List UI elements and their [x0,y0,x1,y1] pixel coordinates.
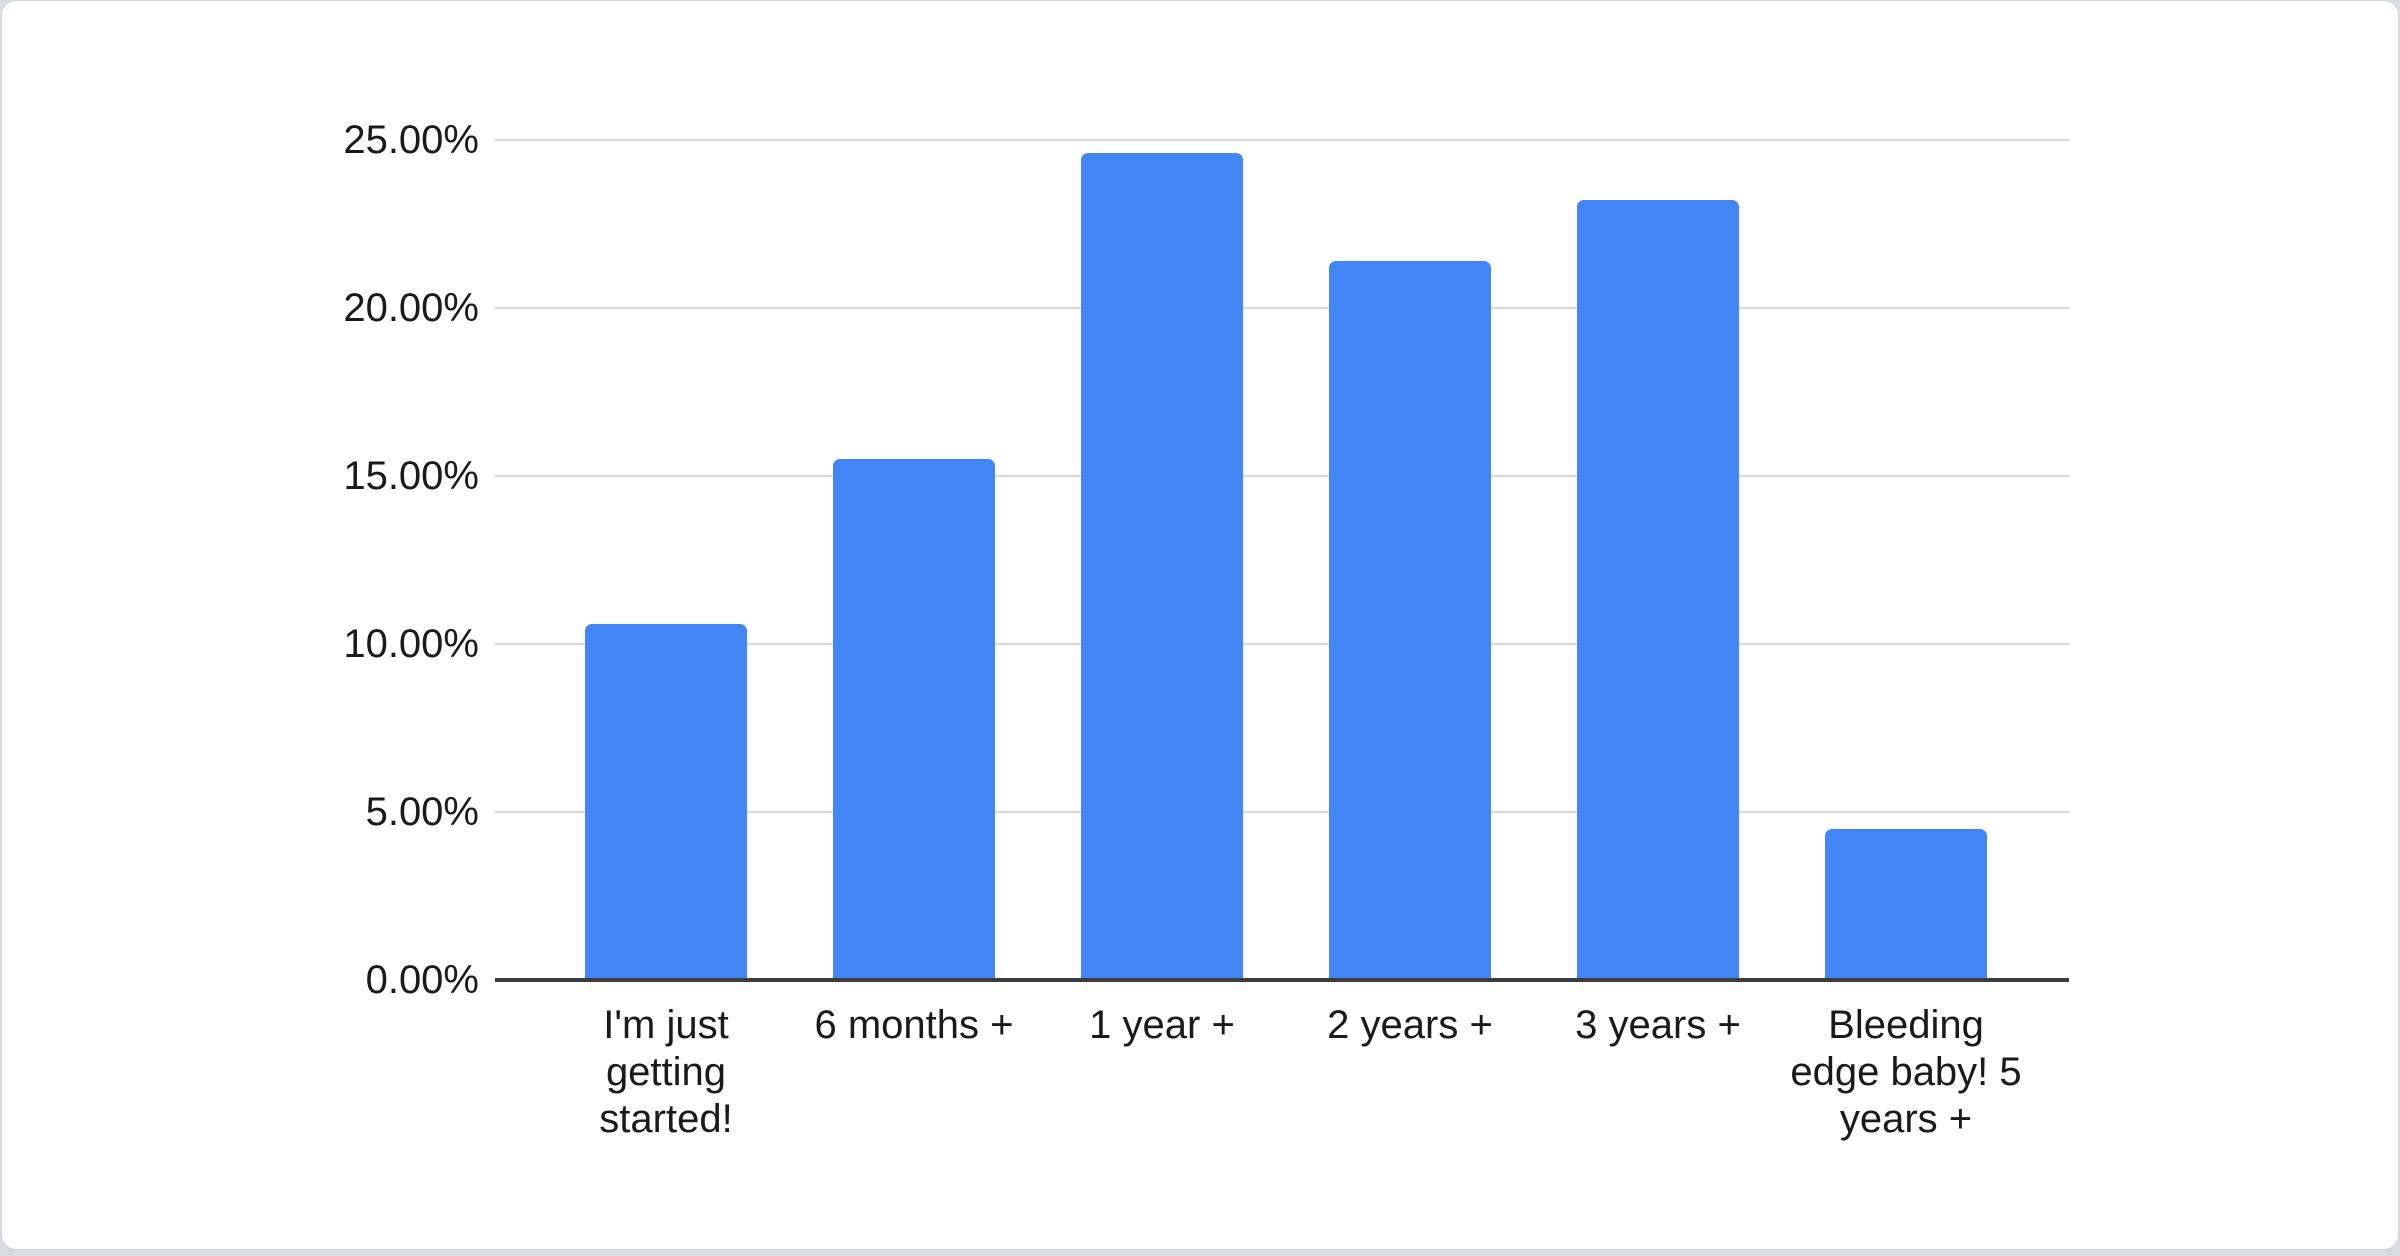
gridline [495,475,2069,477]
y-axis-tick-label: 15.00% [343,454,479,498]
bar[interactable] [1825,828,1987,980]
y-axis-tick-label: 5.00% [365,790,479,834]
x-axis-category-label: 6 months + [814,1003,1014,1047]
bar[interactable] [833,459,995,980]
x-axis-line [495,978,2069,982]
x-axis-labels: I'm just getting started! 6 months + 1 yea… [542,1002,2030,1143]
plot-area [495,139,2069,982]
x-axis-category-label: Bleeding edge baby! 5 years + [1790,1003,2022,1141]
x-axis-category-label: 1 year + [1089,1003,1235,1047]
bar-slot [790,140,1038,980]
gridline [495,811,2069,813]
bar-slot [1038,140,1286,980]
bar[interactable] [1577,200,1739,980]
bar-slot [1534,140,1782,980]
bar-slot [1286,140,1534,980]
y-axis-labels: 25.00% 20.00% 15.00% 10.00% 5.00% 0.00% [2,118,479,1002]
bar-series [542,140,2030,980]
x-axis-category-label: 3 years + [1575,1003,1741,1047]
gridline [495,643,2069,645]
bar[interactable] [1329,260,1491,980]
gridline [495,139,2069,141]
y-axis-tick-label: 25.00% [343,118,479,162]
bar-slot [1782,140,2030,980]
bar[interactable] [1081,153,1243,980]
y-axis-tick-label: 10.00% [343,622,479,666]
y-axis-tick-label: 0.00% [365,958,479,1002]
bar-slot [542,140,790,980]
bar[interactable] [585,623,747,980]
x-axis-category-label: I'm just getting started! [599,1003,733,1141]
x-axis-category-label: 2 years + [1327,1003,1493,1047]
y-axis-tick-label: 20.00% [343,286,479,330]
gridline [495,307,2069,309]
